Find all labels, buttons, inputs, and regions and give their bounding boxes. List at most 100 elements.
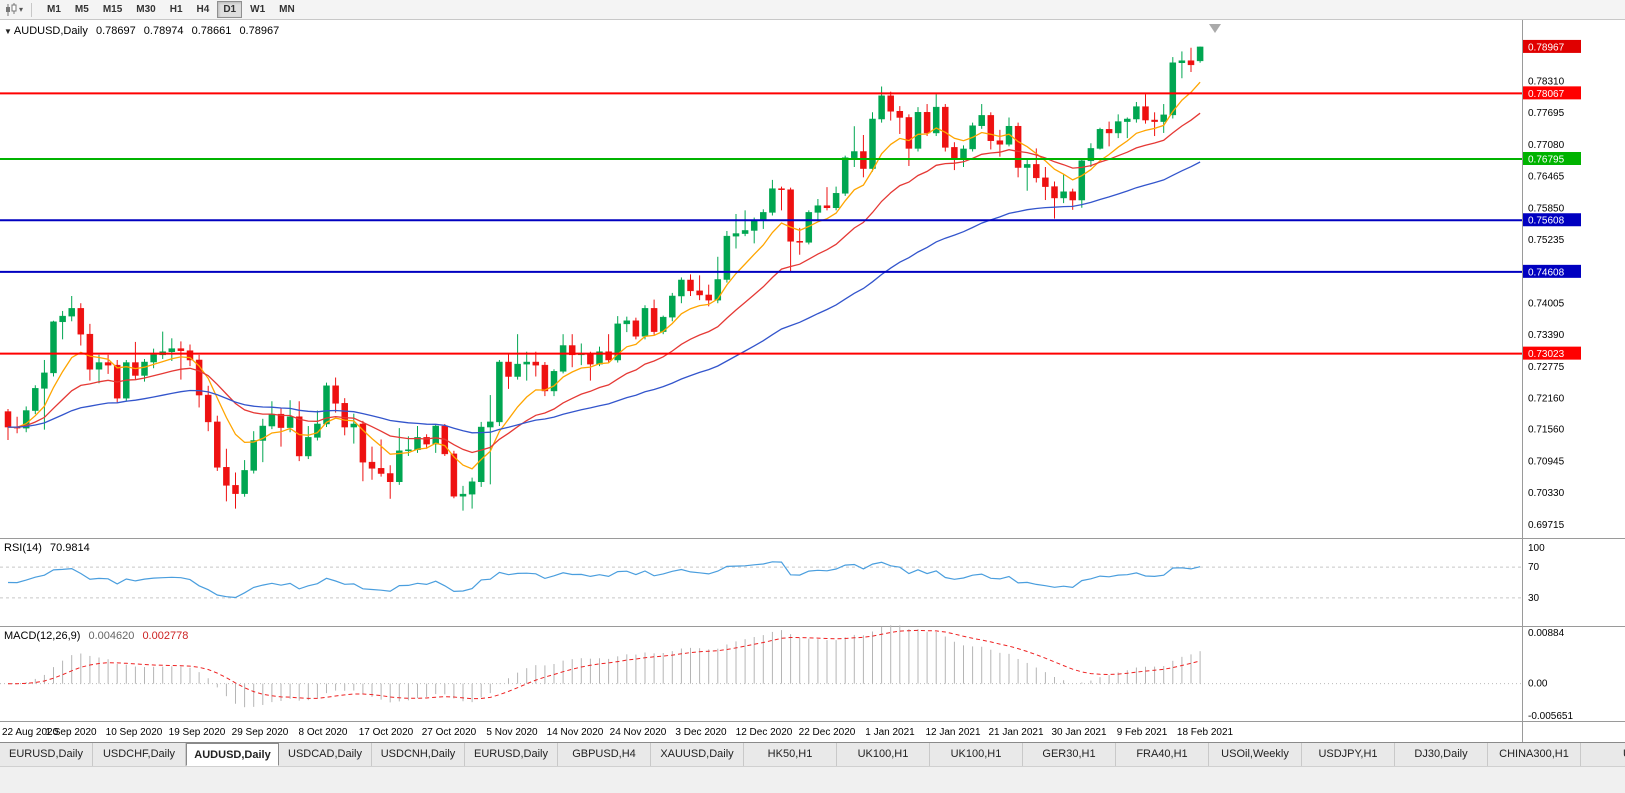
macd-main-value: 0.004620 bbox=[88, 630, 135, 642]
timeframe-buttons: M1 M5 M15 M30 H1 H4 D1 W1 MN bbox=[36, 0, 306, 19]
chart-type-button[interactable]: ▾ bbox=[0, 0, 27, 19]
svg-text:27 Oct 2020: 27 Oct 2020 bbox=[422, 727, 477, 738]
svg-text:0.00: 0.00 bbox=[1528, 679, 1548, 690]
svg-text:0.78310: 0.78310 bbox=[1528, 76, 1565, 87]
svg-text:0.70945: 0.70945 bbox=[1528, 456, 1565, 467]
svg-text:0.75850: 0.75850 bbox=[1528, 203, 1565, 214]
svg-text:17 Oct 2020: 17 Oct 2020 bbox=[359, 727, 414, 738]
timeframe-button-H1[interactable]: H1 bbox=[169, 4, 183, 15]
chart-tab-12-FRA40-H1[interactable]: FRA40,H1 bbox=[1116, 743, 1209, 766]
ma-slow-line bbox=[8, 161, 1201, 434]
svg-text:10 Sep 2020: 10 Sep 2020 bbox=[106, 727, 163, 738]
svg-text:100: 100 bbox=[1528, 543, 1545, 554]
timeframe-button-H4[interactable]: H4 bbox=[196, 4, 210, 15]
timeframe-button-W1[interactable]: W1 bbox=[250, 4, 266, 15]
svg-text:18 Feb 2021: 18 Feb 2021 bbox=[1177, 727, 1234, 738]
svg-text:1 Jan 2021: 1 Jan 2021 bbox=[865, 727, 915, 738]
svg-text:22 Dec 2020: 22 Dec 2020 bbox=[799, 727, 856, 738]
svg-text:9 Feb 2021: 9 Feb 2021 bbox=[1117, 727, 1168, 738]
ohlc-open: 0.78697 bbox=[95, 25, 136, 37]
candlestick-chart-icon bbox=[6, 2, 17, 16]
ohlc-close: 0.78967 bbox=[239, 25, 280, 37]
price-label-0.78067 bbox=[1523, 86, 1581, 100]
svg-text:22 Aug 2020: 22 Aug 2020 bbox=[2, 727, 59, 738]
chart-tab-1-USDCHF-Daily[interactable]: USDCHF,Daily bbox=[93, 743, 186, 766]
price-label-0.76795 bbox=[1523, 151, 1581, 165]
chart-canvas[interactable]: 0.78310 0.77695 0.77080 0.76465 0.75850 0.752… bbox=[0, 0, 1625, 742]
window-bottom-strip bbox=[0, 766, 1625, 793]
ohlc-low: 0.78661 bbox=[191, 25, 232, 37]
ma-fast-line bbox=[7, 81, 1201, 470]
chart-tab-16-CHINA300-H1[interactable]: CHINA300,H1 bbox=[1488, 743, 1581, 766]
chart-tab-13-USOil-Weekly[interactable]: USOil,Weekly bbox=[1209, 743, 1302, 766]
svg-text:0.78067: 0.78067 bbox=[1528, 89, 1565, 100]
rsi-name: RSI(14) bbox=[4, 542, 42, 554]
svg-text:0.75608: 0.75608 bbox=[1528, 216, 1565, 227]
svg-text:1 Sep 2020: 1 Sep 2020 bbox=[45, 727, 97, 738]
svg-text:0.69715: 0.69715 bbox=[1528, 520, 1565, 531]
chart-tab-15-DJ30-Daily[interactable]: DJ30,Daily bbox=[1395, 743, 1488, 766]
svg-text:8 Oct 2020: 8 Oct 2020 bbox=[299, 727, 348, 738]
svg-text:19 Sep 2020: 19 Sep 2020 bbox=[169, 727, 226, 738]
ohlc-high: 0.78974 bbox=[143, 25, 184, 37]
macd-indicator-label: MACD(12,26,9) 0.004620 0.002778 bbox=[4, 630, 193, 642]
macd-signal-line bbox=[8, 629, 1201, 700]
svg-text:29 Sep 2020: 29 Sep 2020 bbox=[232, 727, 289, 738]
timeframe-toolbar: ▾ M1 M5 M15 M30 H1 H4 D1 W1 MN bbox=[0, 0, 1625, 20]
chart-symbol: AUDUSD,Daily bbox=[13, 25, 88, 37]
price-label-0.74608 bbox=[1523, 264, 1581, 278]
chart-tabs-bar: EURUSD,Daily USDCHF,Daily AUDUSD,Daily USDC… bbox=[0, 742, 1625, 766]
chart-tab-5-EURUSD-Daily[interactable]: EURUSD,Daily bbox=[465, 743, 558, 766]
chart-tab-10-UK100-H1[interactable]: UK100,H1 bbox=[930, 743, 1023, 766]
timeframe-button-M15[interactable]: M15 bbox=[102, 4, 123, 15]
chart-tab-3-USDCAD-Daily[interactable]: USDCAD,Daily bbox=[279, 743, 372, 766]
chart-tab-11-GER30-H1[interactable]: GER30,H1 bbox=[1023, 743, 1116, 766]
svg-text:12 Jan 2021: 12 Jan 2021 bbox=[925, 727, 980, 738]
macd-name: MACD(12,26,9) bbox=[4, 630, 81, 642]
svg-text:0.74608: 0.74608 bbox=[1528, 267, 1565, 278]
chart-tab-6-GBPUSD-H4[interactable]: GBPUSD,H4 bbox=[558, 743, 651, 766]
toolbar-divider bbox=[31, 2, 33, 17]
rsi-line bbox=[7, 561, 1201, 599]
symbol-marker-icon: ▼ bbox=[4, 27, 12, 36]
chart-tab-2-AUDUSD-Daily[interactable]: AUDUSD,Daily bbox=[186, 743, 279, 766]
svg-text:12 Dec 2020: 12 Dec 2020 bbox=[736, 727, 793, 738]
timeframe-button-D1[interactable]: D1 bbox=[217, 1, 243, 18]
timeframe-button-M30[interactable]: M30 bbox=[136, 4, 156, 15]
svg-text:0.78967: 0.78967 bbox=[1528, 42, 1565, 53]
svg-text:30 Jan 2021: 30 Jan 2021 bbox=[1051, 727, 1106, 738]
svg-text:0.73023: 0.73023 bbox=[1528, 349, 1565, 360]
svg-text:30: 30 bbox=[1528, 593, 1540, 604]
timeframe-button-M1[interactable]: M1 bbox=[47, 4, 61, 15]
timeframe-button-MN[interactable]: MN bbox=[279, 4, 295, 15]
current-price-label bbox=[1523, 39, 1581, 53]
rsi-indicator-label: RSI(14) 70.9814 bbox=[4, 542, 95, 554]
svg-text:0.77080: 0.77080 bbox=[1528, 140, 1565, 151]
chart-tab-9-UK100-H1[interactable]: UK100,H1 bbox=[837, 743, 930, 766]
svg-text:0.76795: 0.76795 bbox=[1528, 154, 1565, 165]
chart-tab-4-USDCNH-Daily[interactable]: USDCNH,Daily bbox=[372, 743, 465, 766]
svg-text:0.77695: 0.77695 bbox=[1528, 108, 1565, 119]
chart-tab-17-U[interactable]: U bbox=[1581, 743, 1625, 766]
chart-tab-0-EURUSD-Daily[interactable]: EURUSD,Daily bbox=[0, 743, 93, 766]
rsi-value: 70.9814 bbox=[49, 542, 90, 554]
ma-mid-line bbox=[7, 112, 1201, 454]
chart-title: ▼ AUDUSD,Daily 0.78697 0.78974 0.78661 0.… bbox=[4, 25, 284, 37]
svg-text:0.72160: 0.72160 bbox=[1528, 394, 1565, 405]
chart-shift-marker[interactable] bbox=[1209, 24, 1221, 33]
svg-text:5 Nov 2020: 5 Nov 2020 bbox=[486, 727, 538, 738]
candles-layer bbox=[4, 46, 1204, 511]
price-label-0.73023 bbox=[1523, 346, 1581, 360]
chevron-down-icon: ▾ bbox=[19, 5, 24, 14]
svg-text:14 Nov 2020: 14 Nov 2020 bbox=[547, 727, 604, 738]
svg-text:70: 70 bbox=[1528, 562, 1540, 573]
svg-text:0.74005: 0.74005 bbox=[1528, 298, 1565, 309]
chart-tab-14-USDJPY-H1[interactable]: USDJPY,H1 bbox=[1302, 743, 1395, 766]
svg-text:0.75235: 0.75235 bbox=[1528, 235, 1565, 246]
chart-tab-8-HK50-H1[interactable]: HK50,H1 bbox=[744, 743, 837, 766]
timeframe-button-M5[interactable]: M5 bbox=[74, 4, 89, 15]
svg-text:24 Nov 2020: 24 Nov 2020 bbox=[610, 727, 667, 738]
chart-tab-7-XAUUSD-Daily[interactable]: XAUUSD,Daily bbox=[651, 743, 744, 766]
svg-text:-0.005651: -0.005651 bbox=[1528, 711, 1573, 722]
